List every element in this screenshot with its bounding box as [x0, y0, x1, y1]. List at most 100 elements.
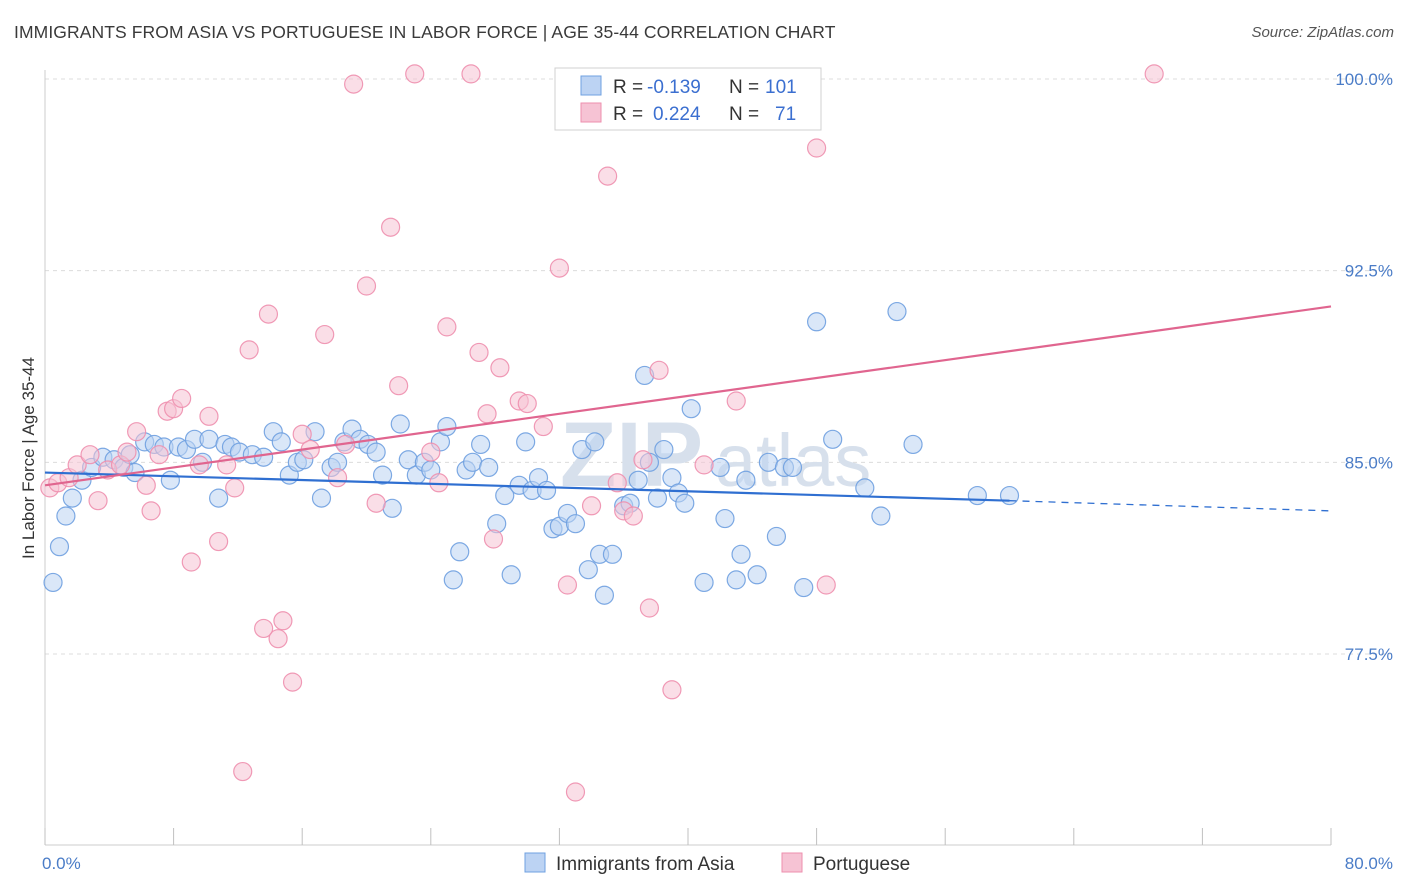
point-asia-101 — [903, 434, 923, 455]
point-portuguese-56 — [607, 473, 627, 493]
point-portuguese-55 — [598, 166, 618, 186]
point-asia-0 — [43, 572, 63, 593]
point-portuguese-45 — [477, 404, 497, 424]
point-asia-100 — [887, 301, 907, 322]
point-asia-84 — [694, 572, 714, 593]
point-asia-57 — [501, 565, 521, 585]
point-portuguese-27 — [273, 611, 293, 631]
point-portuguese-54 — [581, 496, 602, 516]
point-portuguese-34 — [344, 74, 364, 94]
point-portuguese-59 — [633, 450, 653, 470]
point-asia-59 — [516, 432, 536, 452]
legend-n-label-asia: N = — [729, 77, 759, 98]
point-portuguese-18 — [199, 406, 219, 426]
point-asia-95 — [794, 577, 814, 598]
y-tick-label-0: 77.5% — [1345, 645, 1393, 664]
legend-swatch-portuguese — [580, 102, 602, 123]
point-portuguese-15 — [172, 388, 192, 409]
point-asia-49 — [443, 570, 463, 590]
point-asia-96 — [806, 312, 827, 332]
x-tick-labels: 0.0% 80.0% — [42, 854, 1393, 873]
point-portuguese-24 — [254, 618, 274, 639]
point-portuguese-65 — [806, 138, 827, 158]
point-portuguese-61 — [649, 360, 669, 380]
point-asia-79 — [654, 439, 674, 460]
point-asia-94 — [782, 457, 803, 478]
point-portuguese-44 — [469, 342, 489, 363]
point-portuguese-38 — [389, 376, 409, 396]
point-portuguese-21 — [225, 478, 245, 498]
point-asia-53 — [471, 434, 491, 455]
point-portuguese-25 — [258, 304, 279, 324]
point-portuguese-39 — [405, 64, 425, 84]
series-portuguese — [40, 64, 1164, 802]
point-asia-1 — [49, 537, 70, 557]
point-asia-72 — [602, 544, 623, 564]
point-portuguese-63 — [694, 455, 714, 475]
point-asia-20 — [209, 488, 229, 508]
gridlines — [45, 78, 1392, 655]
point-portuguese-8 — [117, 442, 137, 462]
point-portuguese-9 — [127, 422, 147, 442]
bottom-legend-swatch-portuguese — [781, 852, 803, 873]
point-asia-89 — [736, 470, 756, 490]
trend-lines — [44, 305, 1332, 512]
legend-swatch-asia — [580, 75, 602, 96]
point-portuguese-58 — [623, 506, 643, 526]
point-asia-78 — [647, 488, 668, 508]
point-portuguese-11 — [141, 501, 161, 521]
point-portuguese-16 — [181, 552, 201, 572]
point-asia-68 — [578, 560, 598, 580]
point-portuguese-29 — [292, 424, 312, 444]
point-asia-48 — [437, 416, 457, 437]
bottom-legend: Immigrants from Asia Portuguese — [524, 852, 910, 875]
point-asia-41 — [382, 498, 402, 518]
point-asia-98 — [855, 478, 875, 498]
point-asia-42 — [390, 414, 410, 434]
point-portuguese-51 — [549, 258, 570, 278]
point-asia-50 — [450, 542, 470, 562]
trend-line-asia-extension — [1009, 500, 1332, 512]
axes — [44, 70, 1332, 846]
point-portuguese-26 — [268, 629, 288, 649]
point-asia-27 — [271, 432, 291, 452]
point-asia-71 — [594, 585, 615, 605]
bottom-legend-label-portuguese: Portuguese — [813, 854, 910, 875]
point-asia-82 — [675, 493, 695, 513]
point-portuguese-47 — [490, 358, 510, 378]
point-portuguese-60 — [639, 598, 660, 618]
point-asia-103 — [999, 485, 1020, 506]
point-portuguese-43 — [461, 64, 481, 84]
point-portuguese-62 — [662, 680, 682, 700]
x-tick-label-1: 80.0% — [1345, 854, 1393, 873]
point-asia-62 — [536, 480, 557, 501]
point-portuguese-28 — [282, 672, 303, 692]
source-label: Source: ZipAtlas.com — [1251, 24, 1394, 41]
legend-n-label-portuguese: N = — [729, 104, 759, 125]
point-asia-2 — [56, 506, 76, 526]
point-portuguese-67 — [1144, 64, 1164, 84]
point-asia-97 — [823, 429, 843, 449]
point-portuguese-66 — [816, 575, 836, 595]
point-portuguese-49 — [517, 393, 537, 414]
legend-n-value-asia: 101 — [765, 77, 797, 98]
point-portuguese-46 — [483, 529, 504, 549]
point-asia-14 — [160, 470, 180, 490]
point-asia-54 — [479, 457, 499, 478]
point-portuguese-40 — [421, 442, 441, 462]
y-tick-labels: 77.5% 85.0% 92.5% 100.0% — [1335, 70, 1393, 664]
bottom-legend-swatch-asia — [524, 852, 546, 873]
point-portuguese-19 — [209, 531, 229, 552]
point-asia-91 — [758, 452, 778, 472]
point-portuguese-10 — [136, 475, 156, 495]
point-portuguese-4 — [80, 445, 100, 465]
point-asia-88 — [731, 544, 751, 564]
bottom-legend-label-asia: Immigrants from Asia — [556, 854, 735, 875]
point-asia-40 — [372, 465, 393, 485]
point-asia-69 — [585, 432, 605, 452]
point-asia-90 — [747, 565, 767, 585]
point-portuguese-12 — [149, 445, 169, 465]
point-portuguese-42 — [437, 317, 457, 337]
point-asia-86 — [715, 508, 735, 529]
point-asia-99 — [871, 506, 891, 526]
